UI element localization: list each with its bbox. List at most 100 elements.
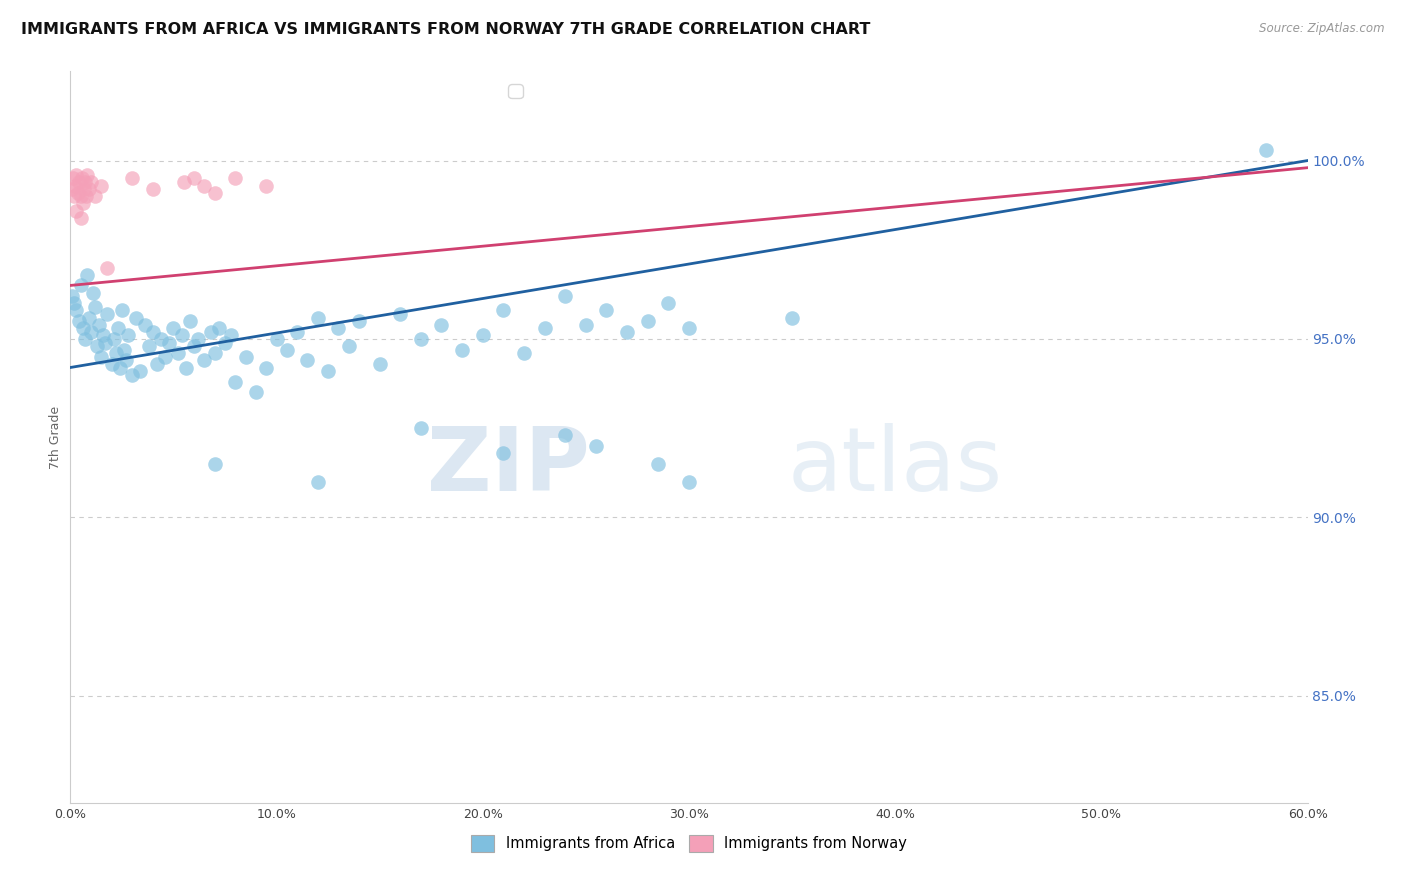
Point [492,446,515,460]
Point [134,318,156,332]
Point [430,318,453,332]
Point [107,321,129,335]
Point [219,328,242,343]
Point [65,303,87,318]
Point [80,325,103,339]
Point [129,364,152,378]
Point [780,310,803,325]
Point [63,296,86,310]
Y-axis label: 7th Grade: 7th Grade [49,406,62,468]
Point [108,360,131,375]
Point [65,168,87,182]
Point [492,303,515,318]
Point [103,332,125,346]
Point [254,178,277,193]
Point [66,186,89,200]
Point [82,285,104,300]
Point [235,350,257,364]
Point [245,385,267,400]
Point [67,175,90,189]
Point [73,175,96,189]
Point [204,186,226,200]
Point [73,332,96,346]
Point [193,353,215,368]
Point [451,343,474,357]
Point [368,357,391,371]
Point [174,360,197,375]
Point [347,314,370,328]
Point [409,332,432,346]
Point [307,310,329,325]
Point [637,314,659,328]
Point [533,321,555,335]
Point [173,175,195,189]
Point [554,428,576,442]
Point [84,189,107,203]
Point [63,189,86,203]
Text: atlas: atlas [787,423,1002,510]
Point [266,332,288,346]
Point [200,325,222,339]
Point [575,318,598,332]
Point [72,196,94,211]
Point [96,307,118,321]
Point [76,268,98,282]
Point [70,171,93,186]
Point [90,178,112,193]
Point [117,328,139,343]
Point [76,168,98,182]
Point [678,475,700,489]
Point [73,182,96,196]
Text: ZIP: ZIP [427,423,591,510]
Point [80,175,103,189]
Point [69,189,91,203]
Point [115,353,138,368]
Point [316,364,339,378]
Point [204,457,226,471]
Point [214,335,236,350]
Point [585,439,607,453]
Point [285,325,308,339]
Point [94,335,117,350]
Point [166,346,188,360]
Point [89,318,111,332]
Point [146,357,169,371]
Point [647,457,669,471]
Point [121,368,143,382]
Point [72,321,94,335]
Point [69,278,91,293]
Point [142,182,165,196]
Point [1256,143,1278,157]
Point [150,332,173,346]
Point [183,171,205,186]
Point [276,343,298,357]
Point [208,321,231,335]
Point [337,339,360,353]
Point [179,314,201,328]
Point [204,346,226,360]
Point [138,339,160,353]
Point [90,350,112,364]
Point [125,310,148,325]
Point [187,332,209,346]
Point [65,203,87,218]
Point [183,339,205,353]
Point [84,300,107,314]
Point [100,357,122,371]
Point [678,321,700,335]
Point [616,325,638,339]
Point [112,343,135,357]
Point [111,303,134,318]
Point [254,360,277,375]
Point [77,182,100,196]
Point [224,375,246,389]
Point [157,335,180,350]
Point [86,339,108,353]
Point [193,178,215,193]
Point [104,346,127,360]
Point [224,171,246,186]
Point [595,303,617,318]
Point [328,321,350,335]
Point [60,289,83,303]
Point [554,289,576,303]
